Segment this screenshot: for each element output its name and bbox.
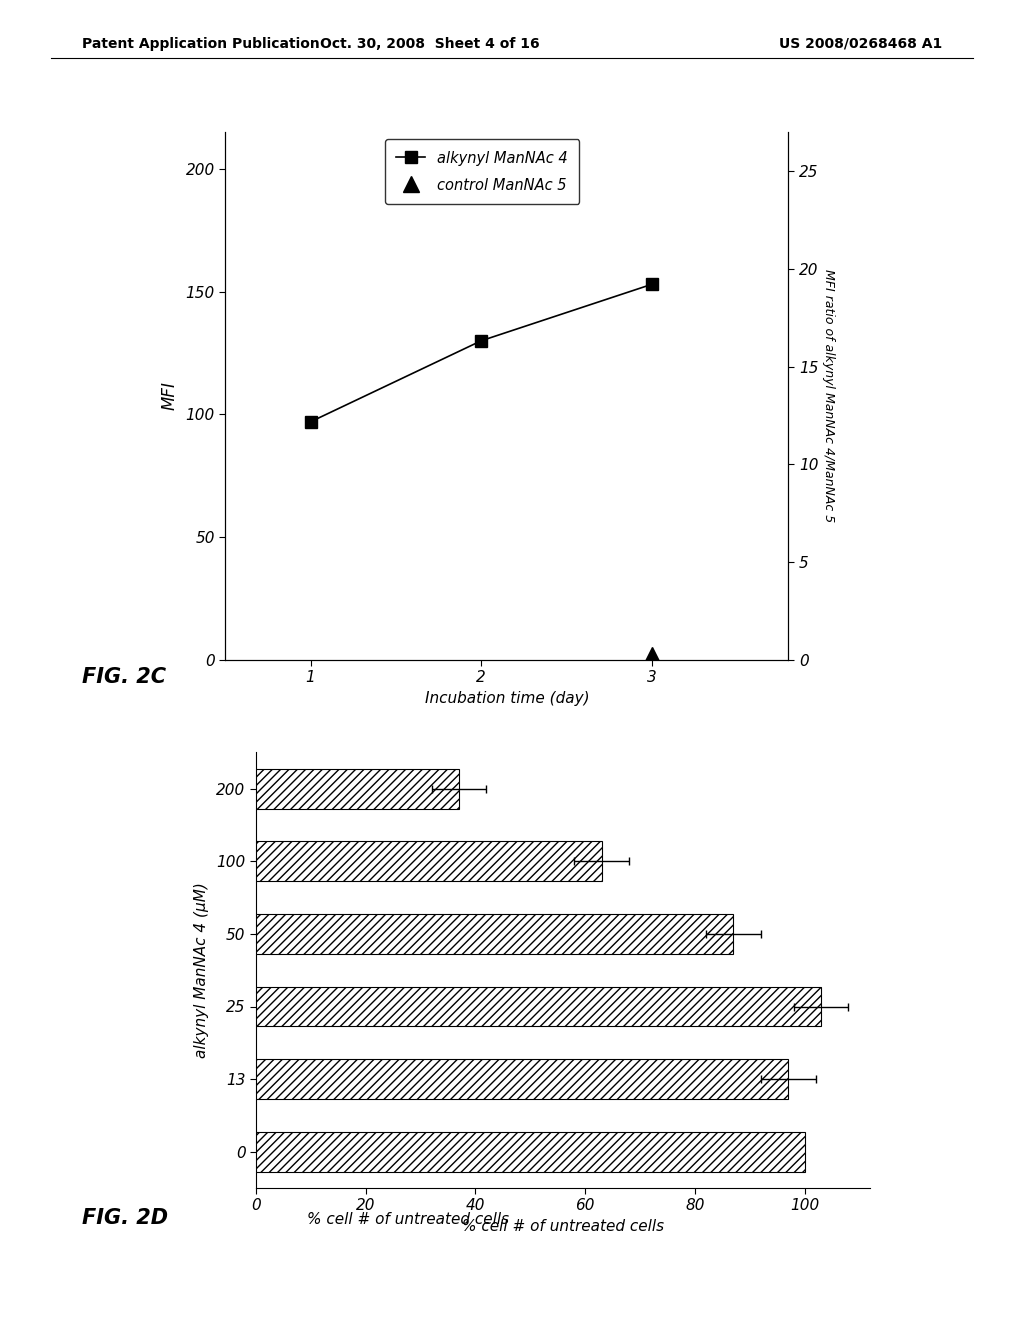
Text: Oct. 30, 2008  Sheet 4 of 16: Oct. 30, 2008 Sheet 4 of 16 [321,37,540,51]
Text: US 2008/0268468 A1: US 2008/0268468 A1 [779,37,942,51]
Bar [256,1131,805,1172]
Bar [256,841,601,882]
Text: FIG. 2D: FIG. 2D [82,1208,168,1228]
X-axis label: % cell # of untreated cells: % cell # of untreated cells [462,1218,665,1234]
Text: FIG. 2C: FIG. 2C [82,667,166,686]
Text: % cell # of untreated cells: % cell # of untreated cells [307,1212,509,1226]
Legend: alkynyl ManNAc 4, control ManNAc 5: alkynyl ManNAc 4, control ManNAc 5 [385,140,580,205]
Y-axis label: alkynyl ManNAc 4 (μM): alkynyl ManNAc 4 (μM) [195,882,209,1059]
Y-axis label: MFI ratio of alkynyl ManNAc 4/ManNAc 5: MFI ratio of alkynyl ManNAc 4/ManNAc 5 [822,269,835,523]
Y-axis label: MFI: MFI [161,381,178,411]
Bar [256,768,459,809]
Bar [256,1059,788,1100]
Bar [256,913,733,954]
X-axis label: Incubation time (day): Incubation time (day) [425,690,589,706]
Bar [256,986,821,1027]
Text: Patent Application Publication: Patent Application Publication [82,37,319,51]
